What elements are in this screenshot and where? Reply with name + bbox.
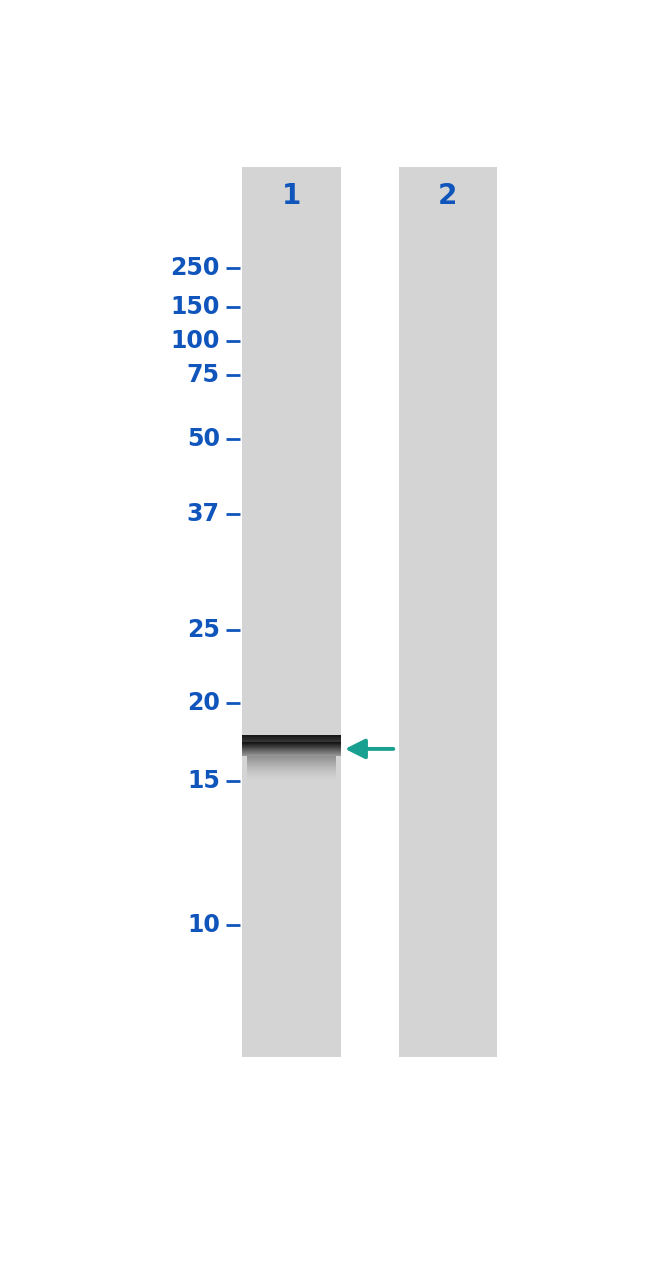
Text: 50: 50 xyxy=(187,427,220,451)
Text: 2: 2 xyxy=(438,183,457,211)
Bar xyxy=(398,168,497,1057)
Text: 10: 10 xyxy=(187,913,220,937)
Text: 250: 250 xyxy=(170,255,220,279)
Text: 37: 37 xyxy=(187,502,220,526)
Bar xyxy=(242,168,341,1057)
Text: 75: 75 xyxy=(187,363,220,387)
Text: 20: 20 xyxy=(187,691,220,715)
Text: 1: 1 xyxy=(282,183,302,211)
Text: 150: 150 xyxy=(170,295,220,319)
Text: 100: 100 xyxy=(170,329,220,353)
Text: 15: 15 xyxy=(187,770,220,794)
Text: 25: 25 xyxy=(187,617,220,641)
